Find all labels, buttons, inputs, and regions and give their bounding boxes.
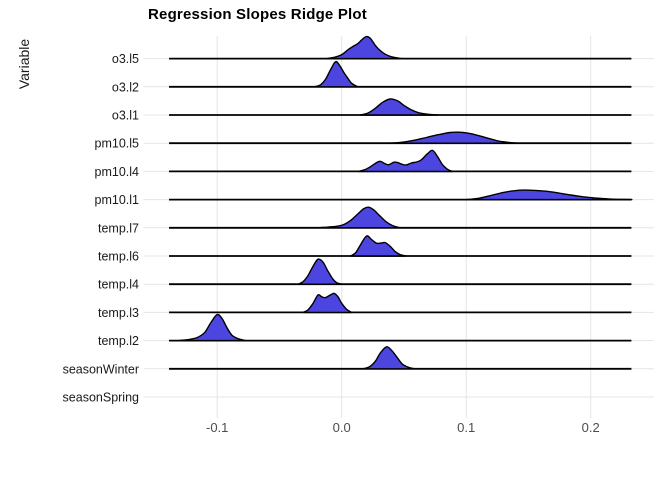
x-tick-label: 0.2 [582,420,600,435]
density-curve-temp.l3 [302,292,353,314]
x-tick-label: 0.1 [457,420,475,435]
density-curve-o3.l5 [326,35,403,60]
y-axis-label: temp.l6 [98,250,139,264]
y-axis-label: o3.l5 [112,52,139,66]
density-curve-pm10.l4 [357,149,454,173]
y-axis-title: Variable [16,38,32,90]
density-curve-temp.l6 [349,235,408,257]
y-axis-label: temp.l3 [98,306,139,320]
y-axis-label: pm10.l4 [95,165,140,179]
y-axis-label: o3.l2 [112,80,139,94]
density-curve-pm10.l5 [388,131,518,144]
x-tick-label: -0.1 [206,420,228,435]
y-axis-label: temp.l2 [98,334,139,348]
y-axis-label: temp.l7 [98,221,139,235]
density-curve-o3.l2 [313,60,359,88]
y-axis-label: pm10.l1 [95,193,140,207]
y-axis-label: pm10.l5 [95,137,140,151]
density-curve-temp.l7 [316,206,401,229]
y-axis-label: o3.l1 [112,109,139,123]
density-curve-pm10.l1 [465,189,633,201]
chart-title: Regression Slopes Ridge Plot [148,6,367,23]
y-axis-label: seasonWinter [63,362,139,376]
y-axis-label: temp.l4 [98,278,139,292]
y-axis-label: seasonSpring [63,391,139,405]
density-curve-seasonWinter [362,346,416,370]
density-curve-temp.l2 [177,313,247,342]
density-curve-temp.l4 [297,258,343,285]
x-tick-label: 0.0 [333,420,351,435]
density-curve-o3.l1 [359,98,439,116]
